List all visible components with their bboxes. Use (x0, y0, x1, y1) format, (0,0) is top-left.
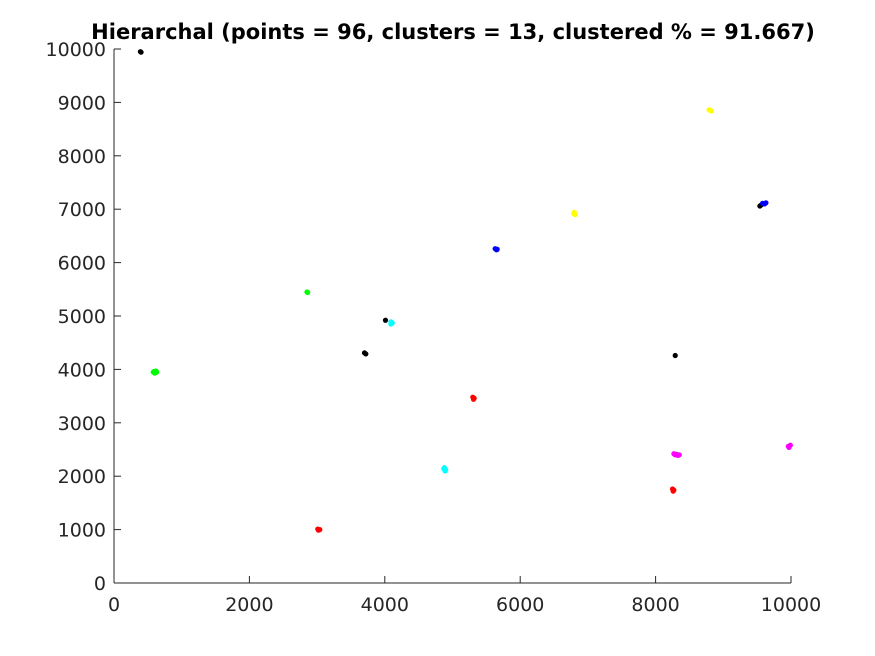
data-point (671, 487, 677, 493)
data-point (138, 49, 144, 55)
axes: 0 2000 4000 6000 8000 10000 0 1000 2000 3000 4000 5… (46, 39, 822, 616)
data-point (571, 209, 577, 216)
y-tick-label: 5000 (58, 306, 106, 328)
data-point (763, 200, 769, 206)
y-tick-label: 6000 (58, 253, 106, 275)
y-tick-label: 7000 (58, 199, 106, 221)
data-point (441, 465, 447, 471)
y-tick-label: 0 (94, 573, 106, 595)
data-point (672, 352, 678, 359)
data-point (305, 289, 311, 296)
data-point (494, 246, 500, 252)
data-point (154, 369, 160, 375)
data-point (786, 444, 792, 450)
y-tick-label: 4000 (58, 359, 106, 381)
data-point (707, 107, 714, 114)
data-point (676, 452, 682, 458)
y-tick-label: 9000 (58, 92, 106, 114)
x-tick-label: 8000 (631, 594, 679, 616)
x-tick-label: 4000 (361, 594, 409, 616)
x-tick-label: 6000 (496, 594, 544, 616)
y-tick-label: 8000 (58, 146, 106, 168)
data-points (137, 49, 793, 533)
y-tick-label: 10000 (46, 39, 106, 61)
x-tick-label: 10000 (761, 594, 821, 616)
y-tick-label: 3000 (58, 413, 106, 435)
chart-title: Hierarchal (points = 96, clusters = 13, … (91, 20, 815, 44)
data-point (315, 527, 322, 533)
y-tick-label: 2000 (58, 466, 106, 488)
x-tick-label: 2000 (225, 594, 273, 616)
x-tick-label: 0 (108, 594, 120, 616)
data-point (363, 351, 369, 357)
data-point (382, 317, 389, 323)
y-tick-label: 1000 (58, 520, 106, 542)
data-point (388, 321, 394, 327)
data-point (471, 395, 477, 401)
